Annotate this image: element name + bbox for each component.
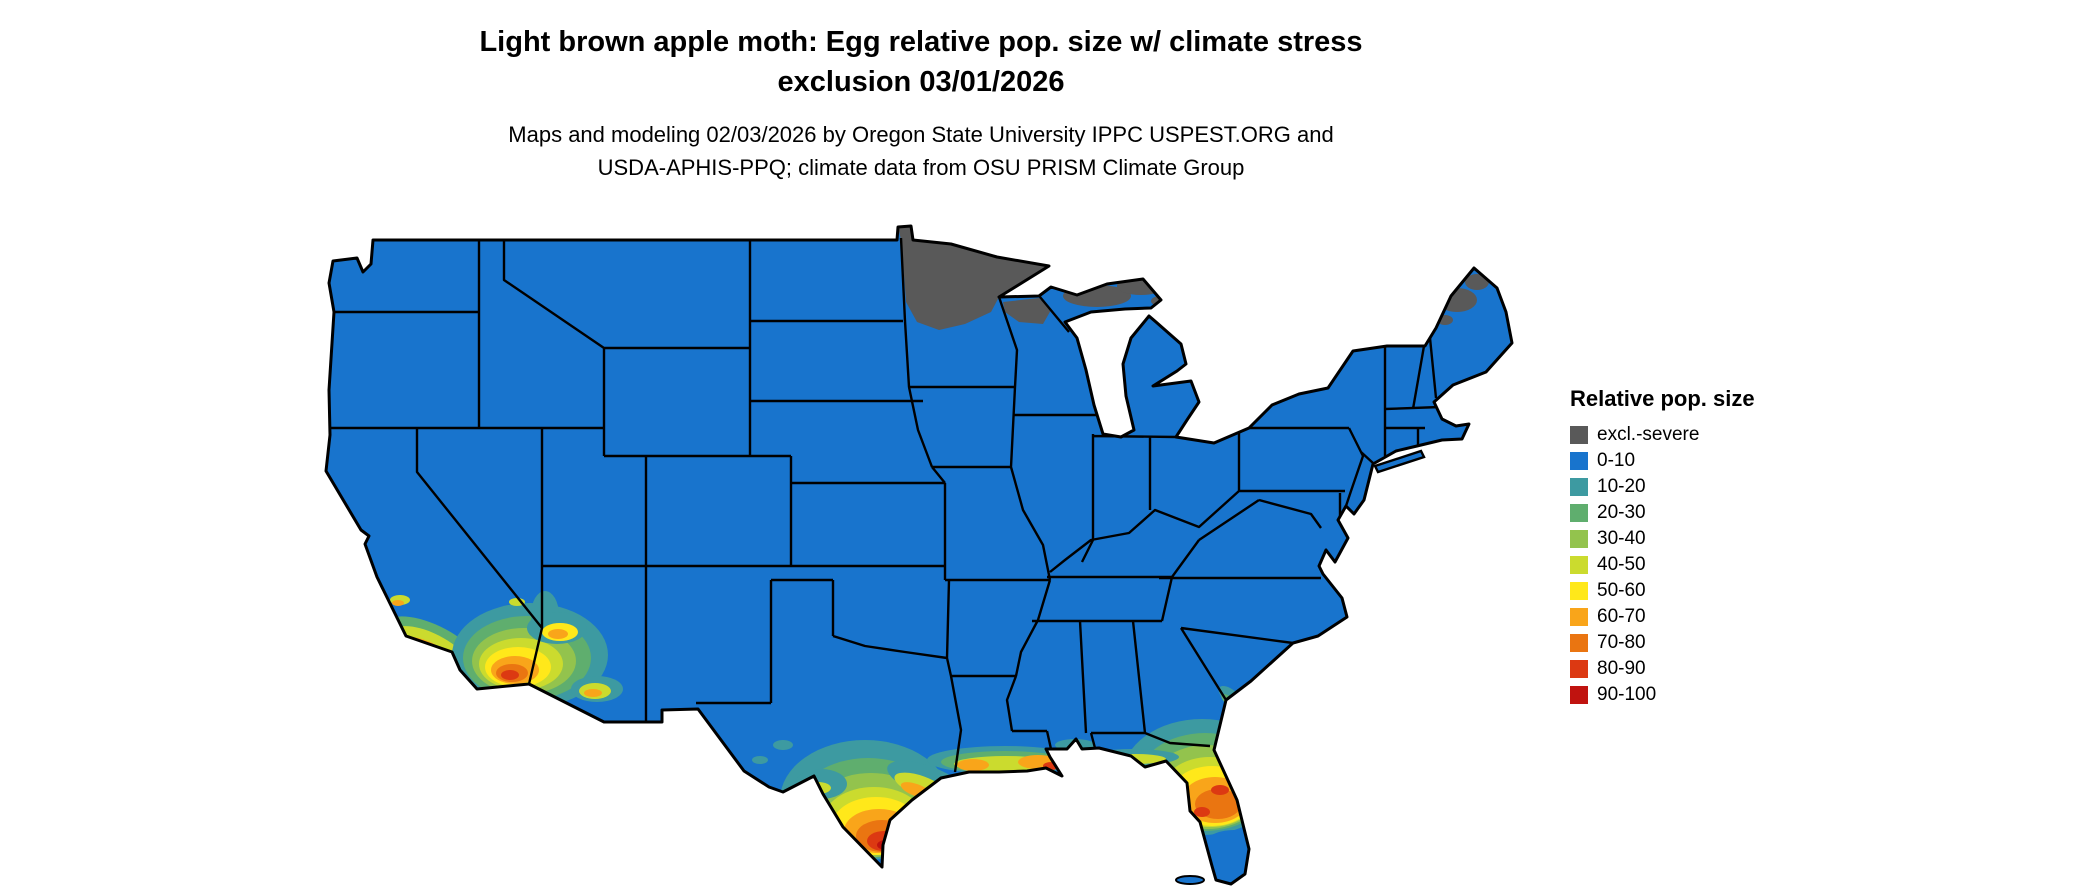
figure-subtitle: Maps and modeling 02/03/2026 by Oregon S… [0,118,1842,184]
legend-swatch [1570,556,1588,574]
legend: Relative pop. size excl.-severe 0-10 10-… [1570,386,1755,708]
legend-swatch [1570,426,1588,444]
legend-item-label: 60-70 [1597,606,1646,627]
legend-item-label: 70-80 [1597,632,1646,653]
us-map [324,224,1514,886]
figure-title-line2: exclusion 03/01/2026 [777,66,1065,98]
legend-title: Relative pop. size [1570,386,1755,411]
legend-item: 80-90 [1570,656,1755,682]
legend-swatch [1570,452,1588,470]
legend-swatch [1570,686,1588,704]
legend-item: 20-30 [1570,500,1755,526]
florida-keys [1175,875,1205,885]
legend-item-label: 30-40 [1597,528,1646,549]
figure-header: Light brown apple moth: Egg relative pop… [0,22,1842,184]
legend-item: 50-60 [1570,578,1755,604]
legend-swatch [1570,504,1588,522]
legend-swatch [1570,608,1588,626]
legend-item: 10-20 [1570,474,1755,500]
figure-title: Light brown apple moth: Egg relative pop… [0,22,1842,102]
legend-swatch [1570,530,1588,548]
legend-item-label: 40-50 [1597,554,1646,575]
legend-item: 70-80 [1570,630,1755,656]
legend-item-label: 90-100 [1597,684,1657,705]
figure-subtitle-line1: Maps and modeling 02/03/2026 by Oregon S… [508,122,1334,147]
legend-item: 60-70 [1570,604,1755,630]
legend-item-label: 50-60 [1597,580,1646,601]
legend-item: 0-10 [1570,448,1755,474]
legend-swatch [1570,634,1588,652]
legend-item: 30-40 [1570,526,1755,552]
legend-item: 40-50 [1570,552,1755,578]
legend-item: 90-100 [1570,682,1755,708]
legend-swatch [1570,660,1588,678]
legend-swatch [1570,582,1588,600]
legend-item-label: 20-30 [1597,502,1646,523]
figure-title-line1: Light brown apple moth: Egg relative pop… [479,26,1363,58]
us-land [326,226,1512,884]
figure-subtitle-line2: USDA-APHIS-PPQ; climate data from OSU PR… [597,155,1245,180]
us-outline [324,224,1514,886]
legend-item-label: 0-10 [1597,450,1636,471]
legend-item-label: 10-20 [1597,476,1646,497]
legend-item-label: excl.-severe [1597,424,1700,445]
long-island [1373,449,1426,474]
legend-item-label: 80-90 [1597,658,1646,679]
legend-swatch [1570,478,1588,496]
legend-item: excl.-severe [1570,422,1755,448]
state-borders [330,236,1441,773]
